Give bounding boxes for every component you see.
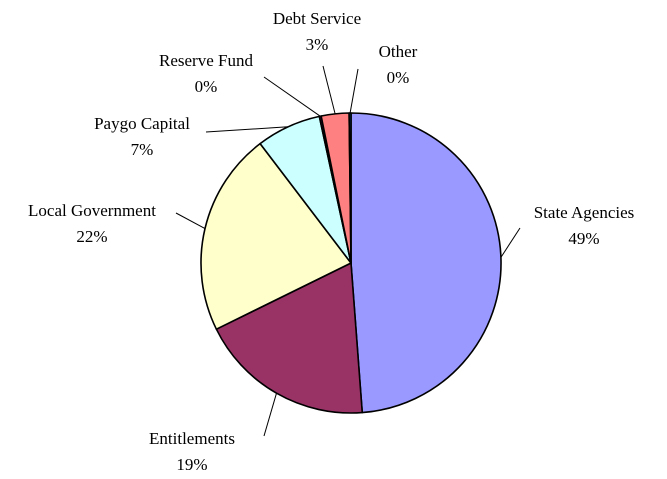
pie-slice-other — [348, 112, 352, 264]
pie-slices — [200, 112, 502, 414]
slice-value-local-government: 22% — [76, 227, 107, 246]
slice-value-reserve-fund: 0% — [195, 77, 218, 96]
slice-label-reserve-fund: Reserve Fund — [159, 51, 253, 70]
slice-value-entitlements: 19% — [176, 455, 207, 474]
leader-line-other — [349, 68, 359, 114]
slice-labels: State Agencies 49% Entitlements 19% Local Go… — [28, 9, 634, 474]
pie-slice-state-agencies — [350, 112, 502, 414]
slice-value-other: 0% — [387, 68, 410, 87]
pie-slice-local-government — [200, 142, 352, 330]
slice-value-paygo-capital: 7% — [131, 140, 154, 159]
leader-line-reserve-fund — [263, 76, 321, 117]
leader-line-state-agencies — [500, 227, 521, 258]
slice-label-paygo-capital: Paygo Capital — [94, 114, 190, 133]
slice-value-debt-service: 3% — [306, 35, 329, 54]
leader-line-entitlements — [263, 393, 277, 437]
slice-label-entitlements: Entitlements — [149, 429, 235, 448]
slice-label-local-government: Local Government — [28, 201, 156, 220]
slice-label-other: Other — [379, 42, 418, 61]
slice-value-state-agencies: 49% — [568, 229, 599, 248]
leader-lines — [175, 65, 521, 437]
leader-line-paygo-capital — [205, 126, 289, 133]
leader-line-debt-service — [322, 65, 336, 114]
slice-label-debt-service: Debt Service — [273, 9, 361, 28]
leader-line-local-government — [175, 212, 206, 230]
slice-label-state-agencies: State Agencies — [534, 203, 635, 222]
